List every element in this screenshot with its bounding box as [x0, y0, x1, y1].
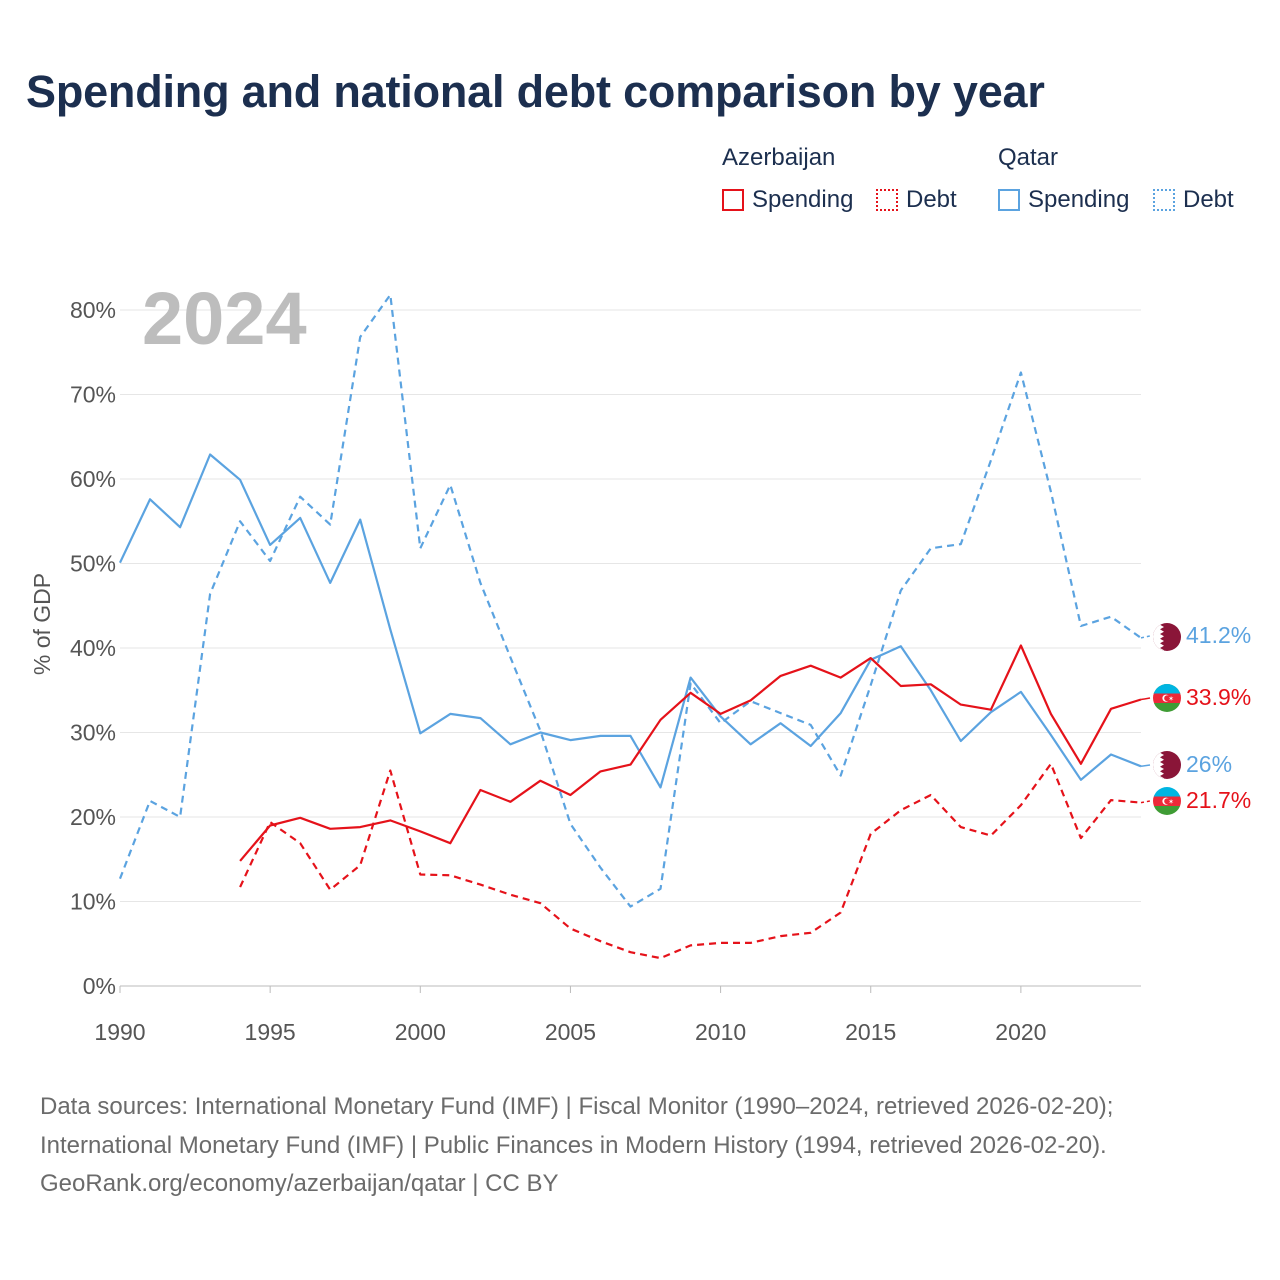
legend-label: Spending [752, 186, 854, 213]
x-tick-label: 2015 [845, 1019, 896, 1045]
legend-item-azerbaijan-debt[interactable]: Debt [876, 186, 957, 214]
y-tick-label: 10% [70, 889, 116, 915]
y-tick-label: 60% [70, 466, 116, 492]
series-line-azerbaijan-debt[interactable] [239, 762, 1142, 960]
x-tick-label: 2000 [395, 1019, 446, 1045]
y-tick-label: 40% [70, 635, 116, 661]
y-tick-label: 50% [70, 551, 116, 577]
x-tick-label: 1995 [245, 1019, 296, 1045]
y-tick-label: 20% [70, 804, 116, 830]
series-line-azerbaijan-spending[interactable] [239, 644, 1142, 862]
chart-title: Spending and national debt comparison by… [26, 66, 1045, 117]
legend-label: Debt [906, 186, 957, 213]
svg-text:✶: ✶ [1168, 798, 1174, 806]
legend-swatch-dotted-blue [1153, 189, 1175, 211]
y-tick-label: 30% [70, 720, 116, 746]
end-label-connector [1140, 800, 1151, 804]
x-tick-label: 2005 [545, 1019, 596, 1045]
qatar-flag-icon [1153, 623, 1181, 651]
y-tick-label: 0% [83, 973, 116, 999]
legend-swatch-solid-blue [998, 189, 1020, 211]
legend-label: Spending [1028, 186, 1130, 213]
legend-label: Debt [1183, 186, 1234, 213]
end-value-label: 33.9% [1186, 684, 1251, 710]
legend-swatch-dotted-red [876, 189, 898, 211]
legend-item-qatar-debt[interactable]: Debt [1153, 186, 1234, 214]
series-line-qatar-debt[interactable] [118, 293, 1142, 908]
footer-line-1: Data sources: International Monetary Fun… [40, 1093, 1114, 1120]
svg-text:✶: ✶ [1168, 695, 1174, 703]
year-label: 2024 [142, 277, 307, 360]
y-tick-label: 70% [70, 382, 116, 408]
end-label-connector [1140, 697, 1151, 701]
end-label-connector [1140, 635, 1151, 639]
footer-sources: Data sources: International Monetary Fun… [40, 1088, 1113, 1204]
x-tick-label: 2010 [695, 1019, 746, 1045]
legend-group-qatar: Qatar [998, 144, 1059, 171]
legend-group-azerbaijan: Azerbaijan [722, 144, 836, 171]
y-tick-label: 80% [70, 297, 116, 323]
qatar-flag-icon [1153, 751, 1181, 779]
series-line-qatar-spending[interactable] [119, 453, 1142, 789]
x-tick-label: 1990 [94, 1019, 145, 1045]
legend-item-qatar-spending[interactable]: Spending [998, 186, 1129, 214]
azerbaijan-flag-icon: ✶ [1153, 684, 1181, 712]
azerbaijan-flag-icon: ✶ [1153, 787, 1181, 815]
line-chart: 2024 % of GDP 0% 10% 20% 30% 40% 50% 60% 70% 80%… [29, 277, 1251, 1045]
x-tick-label: 2020 [995, 1019, 1046, 1045]
end-value-label: 21.7% [1186, 787, 1251, 813]
footer-line-3[interactable]: GeoRank.org/economy/azerbaijan/qatar | C… [40, 1170, 559, 1197]
end-label-connector [1140, 764, 1151, 768]
footer-line-2: International Monetary Fund (IMF) | Publ… [40, 1131, 1107, 1159]
end-value-label: 41.2% [1186, 622, 1251, 648]
y-axis-title: % of GDP [29, 573, 55, 675]
legend-item-azerbaijan-spending[interactable]: Spending [722, 186, 853, 214]
end-value-label: 26% [1186, 751, 1232, 777]
legend-swatch-solid-red [722, 189, 744, 211]
